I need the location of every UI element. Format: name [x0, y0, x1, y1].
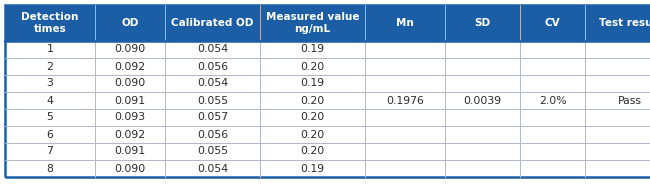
Text: 0.20: 0.20	[300, 96, 324, 105]
Text: 0.056: 0.056	[197, 130, 228, 139]
Text: 0.092: 0.092	[114, 130, 146, 139]
Text: 0.19: 0.19	[300, 164, 324, 174]
Text: 0.20: 0.20	[300, 130, 324, 139]
Text: 0.055: 0.055	[197, 146, 228, 156]
Text: 0.0039: 0.0039	[463, 96, 502, 105]
Bar	[5, 5, 95, 41]
Text: 0.054: 0.054	[197, 79, 228, 89]
Text: 0.091: 0.091	[114, 96, 146, 105]
Text: CV: CV	[545, 18, 560, 28]
Text: Calibrated OD: Calibrated OD	[172, 18, 254, 28]
Bar	[5, 92, 650, 109]
Text: 0.090: 0.090	[114, 45, 146, 55]
Text: Pass: Pass	[618, 96, 642, 105]
Text: SD: SD	[474, 18, 491, 28]
Text: 0.19: 0.19	[300, 45, 324, 55]
Bar	[445, 5, 520, 41]
Text: 0.056: 0.056	[197, 61, 228, 71]
Text: 8: 8	[47, 164, 53, 174]
Text: 4: 4	[47, 96, 53, 105]
Text: 0.057: 0.057	[197, 112, 228, 123]
Bar	[365, 5, 445, 41]
Bar	[520, 5, 585, 41]
Text: 2.0%: 2.0%	[539, 96, 566, 105]
Text: 0.054: 0.054	[197, 45, 228, 55]
Text: 5: 5	[47, 112, 53, 123]
Text: 0.19: 0.19	[300, 79, 324, 89]
Text: 0.054: 0.054	[197, 164, 228, 174]
Text: Detection
times: Detection times	[21, 12, 79, 34]
Text: Test result: Test result	[599, 18, 650, 28]
Bar	[5, 126, 650, 143]
Text: Measured value
ng/mL: Measured value ng/mL	[266, 12, 359, 34]
Bar	[5, 75, 650, 92]
Text: 0.092: 0.092	[114, 61, 146, 71]
Text: 7: 7	[47, 146, 53, 156]
Text: 0.093: 0.093	[114, 112, 146, 123]
Bar	[5, 143, 650, 160]
Text: OD: OD	[122, 18, 138, 28]
Text: 6: 6	[47, 130, 53, 139]
Text: 0.091: 0.091	[114, 146, 146, 156]
Text: 3: 3	[47, 79, 53, 89]
Text: 0.090: 0.090	[114, 164, 146, 174]
Bar	[5, 41, 650, 58]
Text: Mn: Mn	[396, 18, 414, 28]
Bar	[585, 5, 650, 41]
Bar	[5, 58, 650, 75]
Bar	[5, 160, 650, 177]
Bar	[165, 5, 260, 41]
Text: 0.20: 0.20	[300, 112, 324, 123]
Text: 2: 2	[47, 61, 53, 71]
Text: 1: 1	[47, 45, 53, 55]
Bar	[95, 5, 165, 41]
Bar	[5, 109, 650, 126]
Text: 0.090: 0.090	[114, 79, 146, 89]
Bar	[260, 5, 365, 41]
Text: 0.055: 0.055	[197, 96, 228, 105]
Text: 0.1976: 0.1976	[386, 96, 424, 105]
Text: 0.20: 0.20	[300, 146, 324, 156]
Text: 0.20: 0.20	[300, 61, 324, 71]
